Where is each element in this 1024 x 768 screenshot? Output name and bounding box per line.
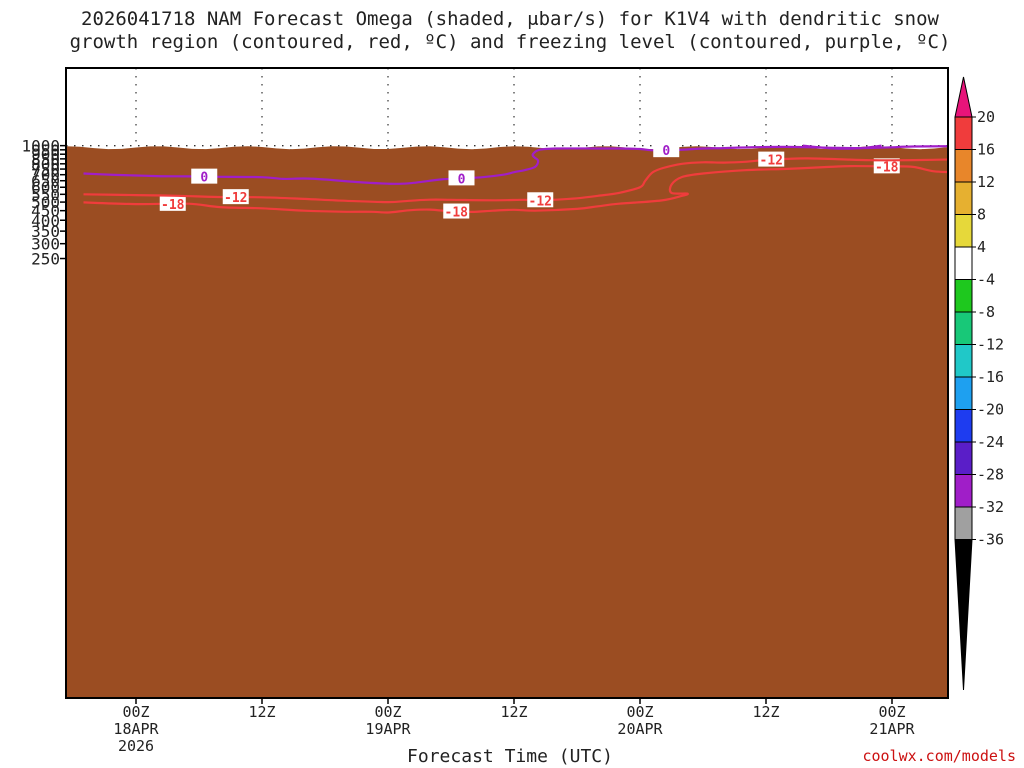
y-tick-label-300: 300 — [31, 235, 60, 254]
colorbar-swatch-7 — [954, 344, 973, 378]
colorbar-label-9: -20 — [977, 401, 1004, 419]
colorbar-swatch-11 — [954, 474, 973, 508]
colorbar-swatch-6 — [954, 311, 973, 345]
y-tick-label-350: 350 — [31, 222, 60, 241]
y-tick-label-450: 450 — [31, 202, 60, 221]
colorbar-swatch-0 — [954, 116, 973, 150]
contour-label-bg — [159, 195, 186, 211]
plot-frame — [65, 67, 949, 699]
colorbar-label-3: 8 — [977, 206, 986, 224]
chart-title-line-2: growth region (contoured, red, ºC) and f… — [69, 31, 951, 53]
x-tick-label: 21APR — [869, 720, 915, 738]
colorbar-top-arrow — [954, 76, 973, 118]
colorbar-label-13: -36 — [977, 531, 1004, 549]
ground-layer — [66, 145, 948, 698]
contour-label--12: -12 — [224, 191, 247, 206]
y-tick-label-250: 250 — [31, 250, 60, 269]
contour-lines: -18 -18 -18 -12 -12 -12 0 0 0 — [83, 142, 948, 221]
contour-label-bg — [443, 203, 470, 219]
y-tick-label-500: 500 — [31, 193, 60, 212]
contour-label-0: 0 — [458, 172, 466, 187]
chart-title: 2026041718 NAM Forecast Omega (shaded, μ… — [0, 8, 1020, 54]
y-axis: 2503003504004505005506006507007508008509… — [21, 137, 66, 269]
x-tick-label: 00Z — [878, 703, 905, 721]
y-tick-label-1000: 1000 — [21, 137, 60, 156]
y-tick-label-550: 550 — [31, 185, 60, 204]
y-tick-label-600: 600 — [31, 178, 60, 197]
x-tick-label: 18APR — [113, 720, 159, 738]
contour-line--18-0 — [83, 164, 948, 214]
x-tick-label: 00Z — [626, 703, 653, 721]
colorbar-label-10: -24 — [977, 433, 1004, 451]
contour-label--18: -18 — [161, 198, 185, 213]
colorbar-label-0: 20 — [977, 108, 995, 126]
y-tick-label-850: 850 — [31, 150, 60, 169]
y-tick-label-950: 950 — [31, 141, 60, 160]
ground-fill — [66, 146, 948, 698]
colorbar-swatch-8 — [954, 376, 973, 410]
x-tick-label: 12Z — [752, 703, 779, 721]
colorbar-label-8: -16 — [977, 368, 1004, 386]
colorbar-label-7: -12 — [977, 336, 1004, 354]
y-tick-label-750: 750 — [31, 160, 60, 179]
y-tick-label-900: 900 — [31, 145, 60, 164]
contour-label--18: -18 — [445, 206, 469, 221]
contour-label--18: -18 — [875, 160, 899, 175]
colorbar-label-2: 12 — [977, 173, 995, 191]
contour-label-bg — [527, 192, 554, 208]
credit-text: coolwx.com/models — [862, 747, 1016, 765]
x-tick-label: 12Z — [248, 703, 275, 721]
colorbar-swatch-10 — [954, 441, 973, 475]
contour-label-0: 0 — [200, 171, 208, 186]
x-tick-label: 00Z — [122, 703, 149, 721]
colorbar-label-5: -4 — [977, 271, 995, 289]
contour-label-0: 0 — [662, 144, 670, 159]
contour-label-bg — [873, 158, 900, 174]
contour-line-0-3 — [802, 144, 882, 150]
y-tick-label-650: 650 — [31, 172, 60, 191]
colorbar-label-1: 16 — [977, 141, 995, 159]
contour-label-bg — [758, 151, 785, 167]
contour-label-bg — [191, 168, 218, 184]
contour-label-bg — [222, 189, 249, 205]
x-axis-title: Forecast Time (UTC) — [407, 746, 613, 767]
y-tick-label-400: 400 — [31, 211, 60, 230]
colorbar-bottom-arrow — [954, 539, 973, 691]
y-tick-label-800: 800 — [31, 155, 60, 174]
contour-label--12: -12 — [760, 154, 783, 169]
colorbar-swatch-4 — [954, 246, 973, 280]
x-tick-label: 20APR — [617, 720, 663, 738]
colorbar-swatch-3 — [954, 214, 973, 248]
colorbar-label-11: -28 — [977, 466, 1004, 484]
x-tick-label: 19APR — [365, 720, 411, 738]
contour-label-bg — [653, 142, 680, 158]
x-tick-label: 2026 — [118, 737, 154, 755]
colorbar: 20 16 12 8 4 -4 -8 -12 -16 -20 -24 -28 -32 -36 — [954, 76, 1004, 691]
y-tick-label-700: 700 — [31, 166, 60, 185]
contour-line-0-2 — [83, 145, 948, 185]
x-tick-label: 12Z — [500, 703, 527, 721]
colorbar-swatch-2 — [954, 181, 973, 215]
contour-label--12: -12 — [529, 194, 552, 209]
colorbar-label-12: -32 — [977, 498, 1004, 516]
colorbar-swatch-1 — [954, 149, 973, 183]
colorbar-swatch-9 — [954, 409, 973, 443]
plot-border — [65, 67, 949, 699]
contour-label-bg — [448, 170, 475, 186]
chart-title-line-1: 2026041718 NAM Forecast Omega (shaded, μ… — [81, 8, 939, 30]
x-tick-label: 00Z — [374, 703, 401, 721]
colorbar-swatch-5 — [954, 279, 973, 313]
colorbar-label-6: -8 — [977, 303, 995, 321]
colorbar-swatch-12 — [954, 506, 973, 540]
contour-line--12-1 — [83, 157, 948, 204]
colorbar-label-4: 4 — [977, 238, 986, 256]
